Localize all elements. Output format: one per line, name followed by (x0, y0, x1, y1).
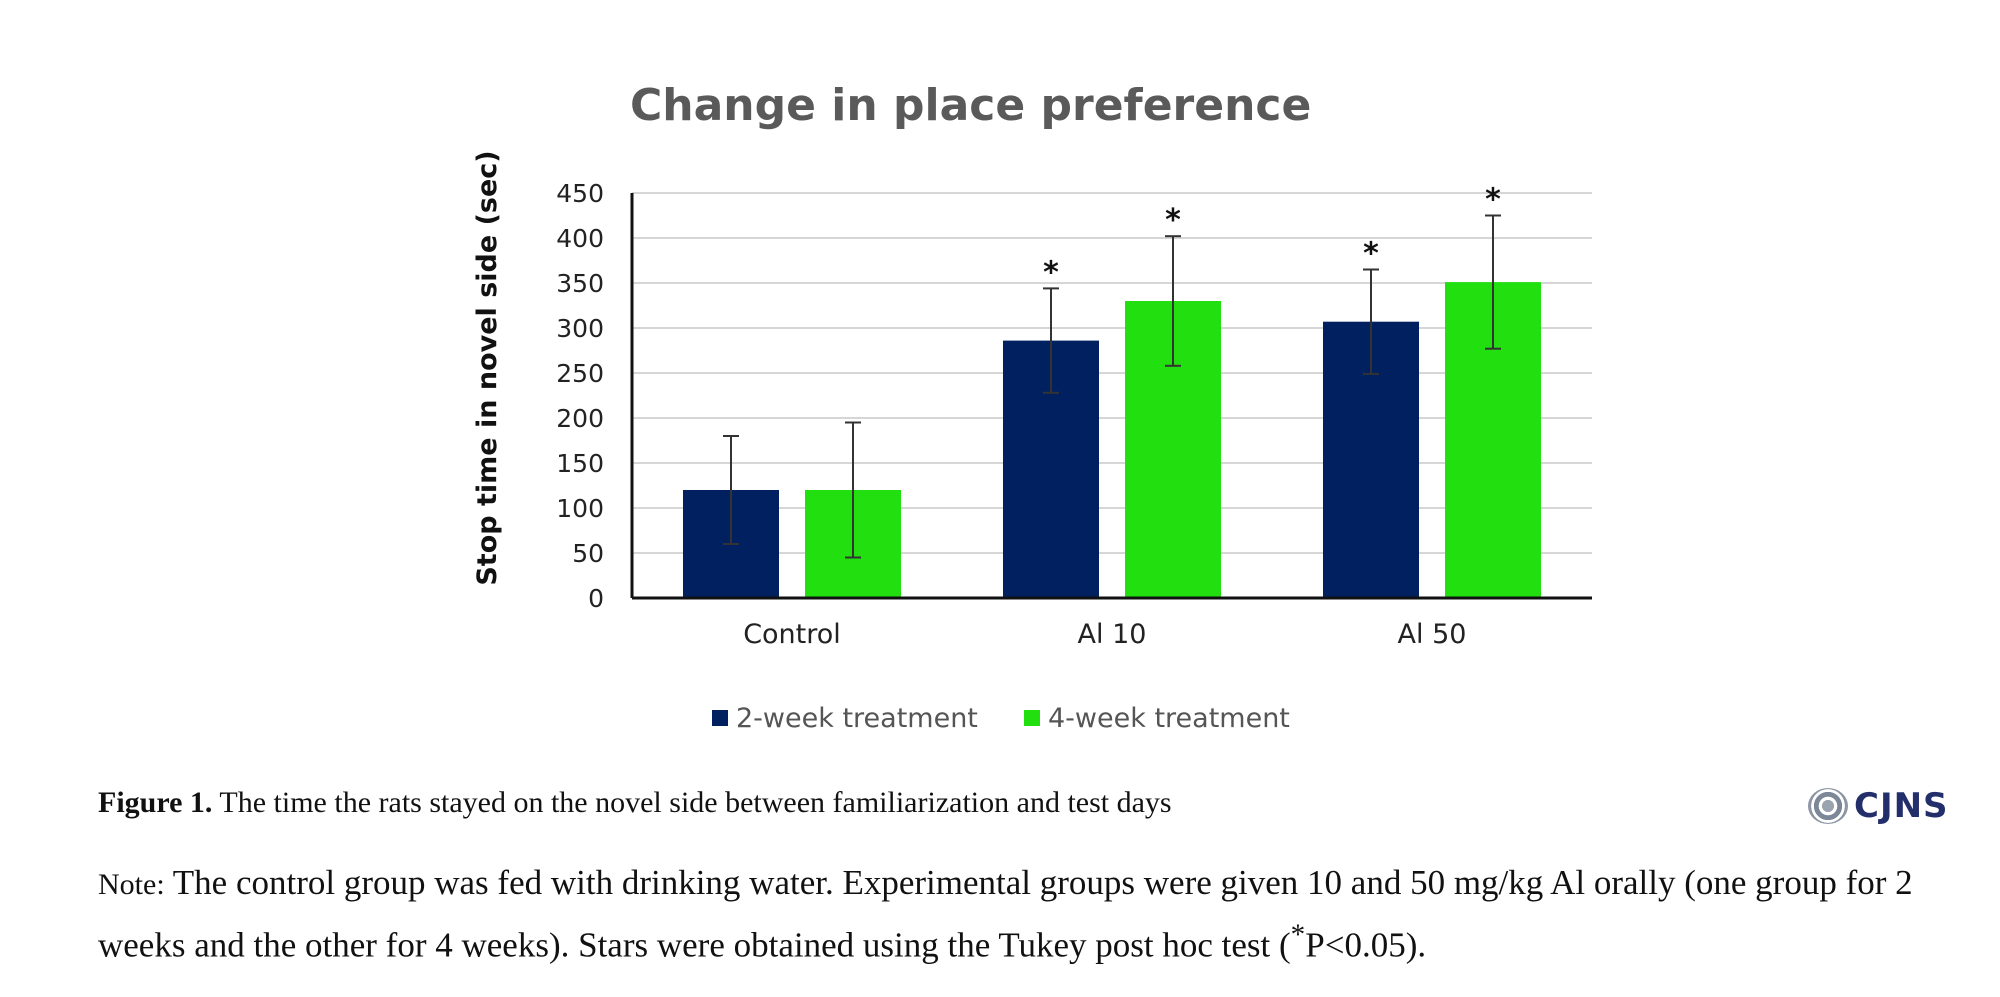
x-category-label: Control (743, 619, 841, 650)
legend-swatch (1024, 710, 1040, 726)
y-tick-label: 200 (556, 404, 604, 433)
significance-star: * (1363, 237, 1379, 272)
x-axis-categories: Control Al 10 Al 50 (743, 619, 1466, 650)
y-tick-label: 400 (556, 224, 604, 253)
note-text-end: P<0.05). (1305, 925, 1427, 965)
legend-label: 2-week treatment (736, 703, 978, 734)
y-tick-label: 300 (556, 314, 604, 343)
x-category-label: Al 10 (1078, 619, 1147, 650)
y-tick-label: 50 (572, 539, 604, 568)
x-category-label: Al 50 (1398, 619, 1467, 650)
figure-caption-text: The time the rats stayed on the novel si… (212, 786, 1172, 819)
error-bars (723, 214, 1501, 559)
journal-logo-text: CJNS (1854, 786, 1949, 826)
y-axis-ticks: 0 50 100 150 200 250 300 350 400 450 (556, 179, 604, 613)
legend-swatch (712, 710, 728, 726)
significance-star: * (1485, 183, 1501, 218)
significance-markers: * * * * (1043, 183, 1501, 291)
significance-star: * (1043, 255, 1059, 290)
y-tick-label: 0 (588, 584, 604, 613)
note-text: The control group was fed with drinking … (98, 863, 1913, 965)
y-tick-label: 100 (556, 494, 604, 523)
figure-note: Note: The control group was fed with dri… (98, 858, 1958, 971)
legend: 2-week treatment 4-week treatment (712, 703, 1290, 734)
y-axis-label: Stop time in novel side (sec) (472, 150, 503, 585)
gridlines (632, 192, 1592, 554)
bars (683, 282, 1541, 598)
chart-title: Change in place preference (630, 80, 1311, 131)
note-superscript: * (1290, 919, 1306, 951)
figure-label: Figure 1. (98, 786, 213, 819)
journal-logo: CJNS (1808, 784, 1949, 828)
y-tick-label: 150 (556, 449, 604, 478)
y-tick-label: 350 (556, 269, 604, 298)
figure-caption: Figure 1. The time the rats stayed on th… (98, 786, 1172, 820)
journal-logo-icon (1808, 788, 1848, 824)
legend-label: 4-week treatment (1048, 703, 1290, 734)
significance-star: * (1165, 203, 1181, 238)
note-label: Note: (98, 868, 165, 901)
y-tick-label: 450 (556, 179, 604, 208)
y-tick-label: 250 (556, 359, 604, 388)
